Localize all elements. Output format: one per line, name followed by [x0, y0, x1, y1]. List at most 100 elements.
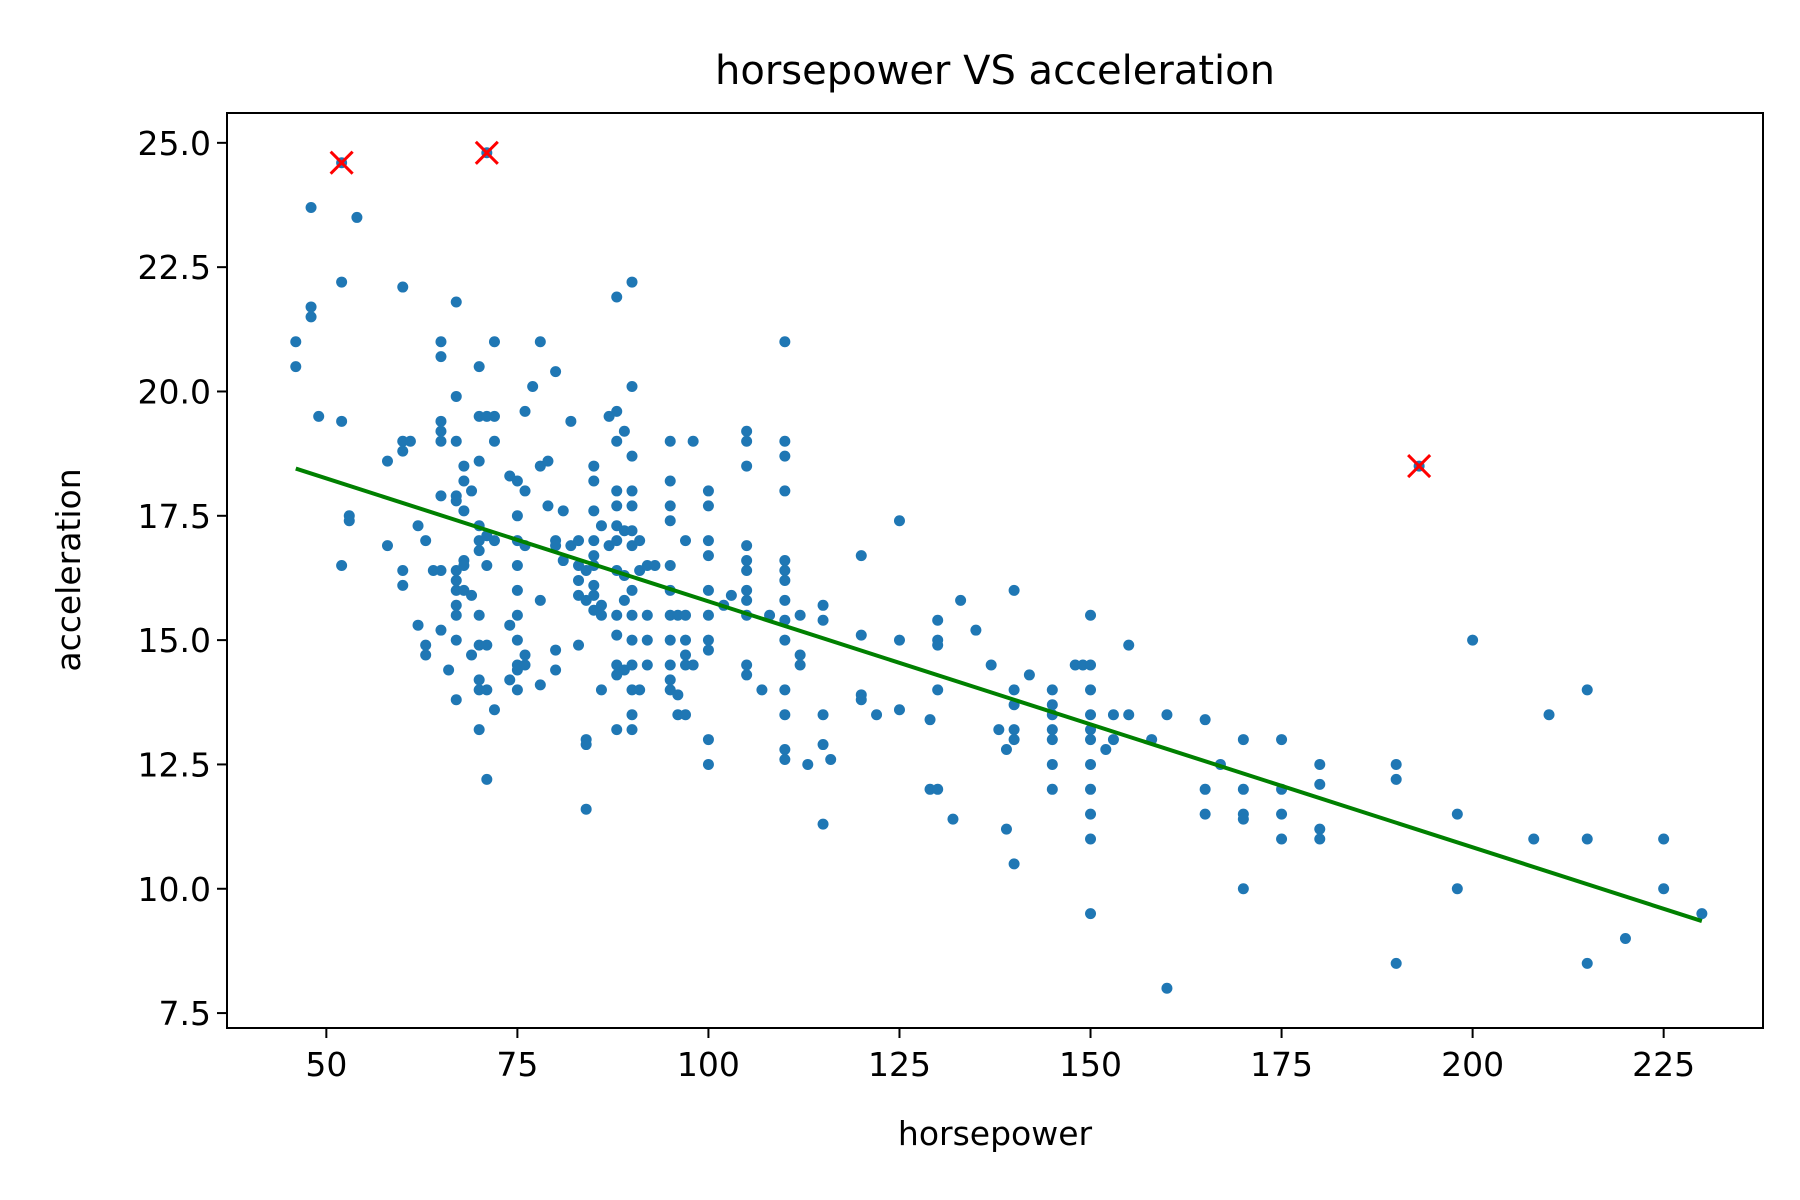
data-point	[741, 460, 753, 472]
data-point	[527, 381, 539, 393]
data-point	[573, 574, 585, 586]
data-point	[458, 505, 470, 517]
data-point	[741, 540, 753, 552]
data-point	[519, 649, 531, 661]
data-point	[588, 579, 600, 591]
data-point	[466, 589, 478, 601]
data-point	[779, 485, 791, 497]
data-point	[511, 475, 523, 487]
data-point	[855, 629, 867, 641]
data-point	[779, 744, 791, 756]
data-point	[611, 724, 623, 736]
data-point	[1390, 758, 1402, 770]
data-point	[1046, 758, 1058, 770]
data-point	[473, 361, 485, 373]
data-point	[664, 634, 676, 646]
data-point	[641, 634, 653, 646]
data-point	[672, 609, 684, 621]
data-point	[756, 684, 768, 696]
y-tick-label: 20.0	[138, 372, 211, 411]
outlier-marker	[329, 150, 354, 175]
data-point	[1528, 833, 1540, 845]
data-point	[702, 550, 714, 562]
data-point	[435, 336, 447, 348]
data-point	[611, 609, 623, 621]
data-point	[626, 684, 638, 696]
data-point	[741, 659, 753, 671]
data-point	[450, 609, 462, 621]
data-point	[420, 649, 432, 661]
plot-frame	[226, 112, 1764, 1029]
data-point	[550, 644, 562, 656]
data-point	[550, 540, 562, 552]
data-point	[664, 515, 676, 527]
data-point	[1085, 684, 1097, 696]
data-point	[435, 490, 447, 502]
y-tick-label: 17.5	[138, 497, 211, 536]
data-point	[626, 485, 638, 497]
data-point	[595, 520, 607, 532]
data-point	[1314, 778, 1326, 790]
data-point	[779, 435, 791, 447]
data-point	[764, 609, 776, 621]
data-point	[511, 684, 523, 696]
data-point	[473, 674, 485, 686]
data-point	[1237, 883, 1249, 895]
data-point	[1008, 684, 1020, 696]
data-point	[588, 505, 600, 517]
data-point	[1161, 982, 1173, 994]
data-point	[481, 560, 493, 572]
y-tick-label: 25.0	[138, 124, 211, 163]
x-tick-label: 200	[1441, 1045, 1504, 1084]
data-point	[680, 609, 692, 621]
data-point	[534, 336, 546, 348]
data-point	[1008, 858, 1020, 870]
data-point	[893, 515, 905, 527]
data-point	[741, 425, 753, 437]
data-point	[680, 634, 692, 646]
data-point	[397, 281, 409, 293]
data-point	[1276, 808, 1288, 820]
data-point	[588, 460, 600, 472]
data-point	[855, 550, 867, 562]
data-point	[404, 435, 416, 447]
chart-title: horsepower VS acceleration	[715, 48, 1275, 94]
data-point	[634, 684, 646, 696]
data-point	[1107, 734, 1119, 746]
data-point	[779, 574, 791, 586]
data-point	[450, 694, 462, 706]
data-point	[511, 634, 523, 646]
data-point	[1008, 734, 1020, 746]
x-tick-label: 100	[677, 1045, 740, 1084]
data-point	[458, 460, 470, 472]
data-point	[641, 659, 653, 671]
data-point	[1085, 833, 1097, 845]
data-point	[687, 659, 699, 671]
data-point	[779, 594, 791, 606]
data-point	[588, 475, 600, 487]
data-point	[702, 758, 714, 770]
data-point	[611, 435, 623, 447]
data-point	[855, 694, 867, 706]
data-point	[794, 659, 806, 671]
x-tick-label: 150	[1059, 1045, 1122, 1084]
data-point	[565, 415, 577, 427]
data-point	[435, 351, 447, 363]
data-point	[557, 555, 569, 567]
data-point	[542, 455, 554, 467]
data-point	[1390, 773, 1402, 785]
data-point	[435, 624, 447, 636]
data-point	[336, 415, 348, 427]
data-point	[1199, 808, 1211, 820]
y-axis-title: acceleration	[49, 468, 88, 671]
data-point	[702, 584, 714, 596]
data-point	[450, 435, 462, 447]
data-point	[550, 366, 562, 378]
data-point	[1451, 883, 1463, 895]
x-tick-label: 75	[496, 1045, 538, 1084]
data-point	[664, 500, 676, 512]
data-point	[290, 336, 302, 348]
data-point	[741, 584, 753, 596]
data-point	[794, 649, 806, 661]
data-point	[611, 485, 623, 497]
